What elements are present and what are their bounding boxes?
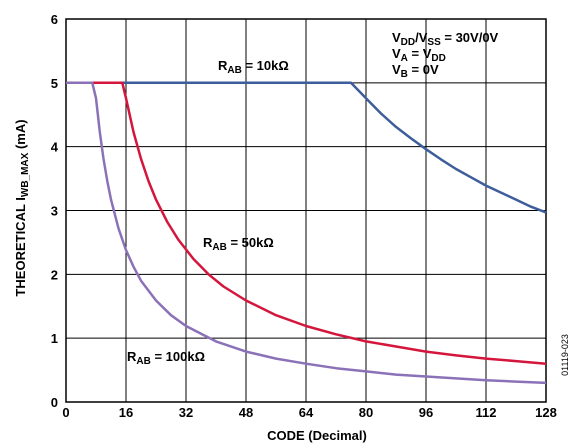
y-tick-label: 2	[51, 267, 58, 282]
condition-line-3: VB = 0V	[392, 62, 439, 80]
label-rab-50k: RAB = 50kΩ	[203, 235, 274, 253]
y-tick-label: 0	[51, 395, 58, 410]
data-series	[66, 81, 547, 385]
condition-line-2: VA = VDD	[392, 46, 446, 64]
x-tick-label: 64	[299, 405, 314, 420]
y-tick-label: 1	[51, 331, 58, 346]
y-tick-label: 6	[51, 12, 58, 27]
series-line-1	[66, 81, 547, 214]
x-tick-labels: 0 16 32 48 64 80 96 112 128	[62, 405, 556, 420]
y-tick-label: 5	[51, 76, 58, 91]
x-tick-label: 112	[476, 405, 497, 420]
x-tick-label: 128	[535, 405, 557, 420]
y-axis-label: THEORETICAL IWB_MAX (mA)	[13, 119, 31, 296]
grid-lines	[66, 19, 546, 402]
figure-id: 01119-023	[560, 334, 570, 376]
x-tick-label: 96	[419, 405, 433, 420]
condition-line-1: VDD/VSS = 30V/0V	[392, 30, 499, 48]
y-tick-label: 3	[51, 204, 58, 219]
x-tick-label: 32	[179, 405, 193, 420]
label-rab-100k: RAB = 100kΩ	[127, 349, 205, 367]
y-tick-label: 4	[51, 140, 59, 155]
series-line-3	[66, 81, 547, 385]
x-tick-label: 48	[239, 405, 253, 420]
series-line-2	[66, 81, 547, 365]
plot-frame	[65, 18, 547, 403]
label-rab-10k: RAB = 10kΩ	[218, 58, 289, 76]
x-tick-label: 16	[119, 405, 133, 420]
x-tick-label: 0	[62, 405, 69, 420]
x-tick-label: 80	[359, 405, 373, 420]
x-axis-label: CODE (Decimal)	[267, 428, 367, 443]
y-tick-labels: 0 1 2 3 4 5 6	[51, 12, 59, 410]
